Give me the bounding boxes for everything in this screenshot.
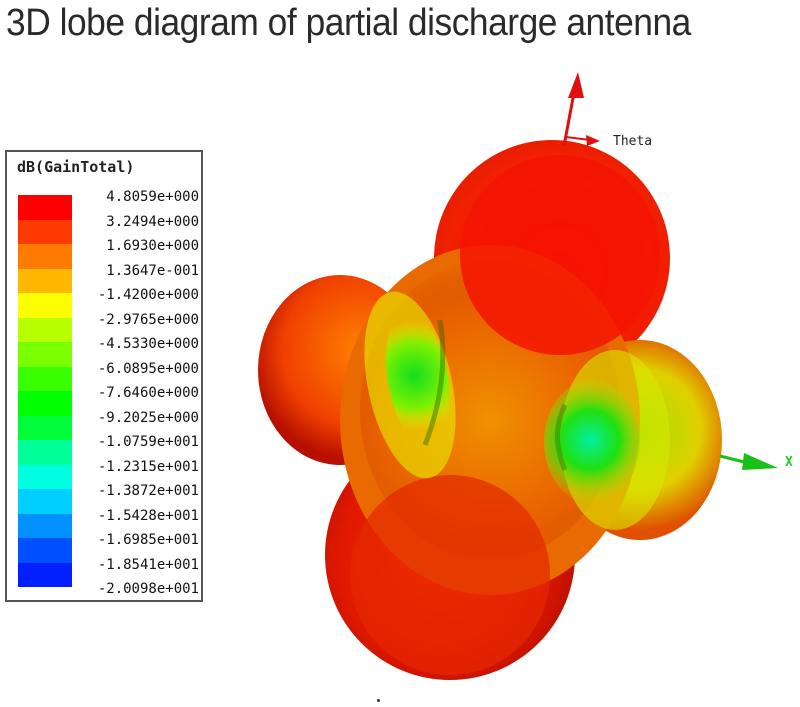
legend-value: -1.0759e+001 [97,434,199,450]
legend-value: 1.3647e-001 [106,262,199,279]
legend-swatch [18,219,72,244]
legend-value: -1.2315e+001 [97,458,199,475]
legend-value: -1.8541e+001 [97,556,199,573]
legend-value: -7.6460e+000 [97,385,199,401]
legend-swatch [18,244,72,269]
origin-dot [377,699,380,702]
null-left [386,310,450,450]
legend-swatch [18,513,72,538]
legend-value: -1.4200e+000 [97,287,199,303]
legend-swatch [18,489,72,514]
theta-axis [562,72,600,147]
legend-swatch [18,293,72,318]
legend-swatches [18,195,72,587]
legend-swatch [18,366,72,391]
colorbar-legend: dB(GainTotal) 4.8059e+000 3.2494e+000 1.69… [5,150,203,602]
legend-swatch [18,562,72,587]
legend-value: -4.5330e+000 [97,336,199,352]
legend-value: 4.8059e+000 [106,189,199,205]
legend-swatch [18,195,72,220]
legend-swatch [18,317,72,342]
legend-swatch [18,268,72,293]
legend-labels: 4.8059e+000 3.2494e+000 1.6930e+000 1.3647e… [73,185,199,602]
legend-swatch [18,342,72,367]
legend-swatch [18,440,72,465]
legend-value: -1.3872e+001 [97,483,199,499]
legend-value: -1.5428e+001 [97,507,199,524]
null-right [544,380,640,504]
theta-axis-label: Theta [613,134,653,149]
legend-value: 1.6930e+000 [106,238,199,254]
x-axis [719,453,778,470]
legend-value: -2.0098e+001 [97,581,199,597]
legend-title: dB(GainTotal) [17,158,135,176]
x-axis-label: X [785,455,793,470]
legend-value: 3.2494e+000 [106,213,199,230]
legend-value: -1.6985e+001 [97,532,199,548]
legend-value: -6.0895e+000 [97,360,199,377]
page-title: 3D lobe diagram of partial discharge ant… [6,2,691,44]
legend-value: -9.2025e+000 [97,409,199,426]
legend-swatch [18,538,72,563]
legend-swatch [18,415,72,440]
radiation-pattern-plot [258,72,778,680]
legend-swatch [18,464,72,489]
legend-value: -2.9765e+000 [97,311,199,328]
legend-swatch [18,391,72,416]
lobe-pattern [258,140,722,680]
